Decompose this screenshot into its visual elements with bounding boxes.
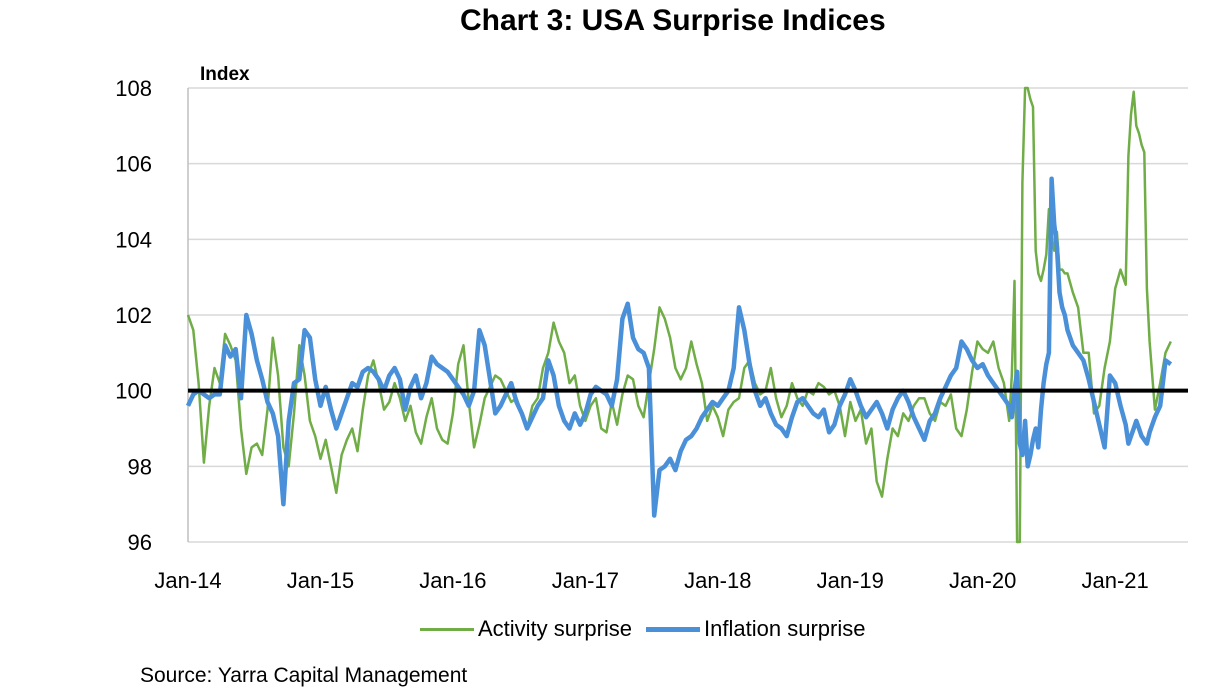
chart-title-wrap: Chart 3: USA Surprise Indices <box>0 0 1226 44</box>
x-tick-label: Jan-15 <box>287 568 354 593</box>
legend-swatch-activity <box>420 627 474 631</box>
y-axis-label: Index <box>200 64 250 85</box>
legend-swatch-inflation <box>646 626 701 632</box>
x-tick-label: Jan-16 <box>419 568 486 593</box>
legend-item-activity: Activity surprise <box>420 616 632 642</box>
source-note: Source: Yarra Capital Management <box>140 664 468 687</box>
y-tick-label: 100 <box>115 379 152 404</box>
chart-plot: 96 98 100 102 104 106 108 Jan-14 Jan-15 Jan-16 Jan… <box>115 64 1188 593</box>
series-inflation-line <box>185 176 1173 518</box>
y-tick-label: 106 <box>115 152 152 177</box>
x-tick-label: Jan-14 <box>154 568 221 593</box>
gridlines <box>188 87 1188 543</box>
x-tick-label: Jan-17 <box>552 568 619 593</box>
series-layer <box>185 86 1188 544</box>
x-tick-label: Jan-20 <box>949 568 1016 593</box>
legend-label-inflation: Inflation surprise <box>704 616 866 641</box>
legend-label-activity: Activity surprise <box>478 616 633 641</box>
y-tick-label: 96 <box>128 530 152 555</box>
chart-title: Chart 3: USA Surprise Indices <box>460 4 886 37</box>
y-tick-label: 102 <box>115 303 152 328</box>
y-tick-label: 98 <box>128 454 152 479</box>
x-tick-label: Jan-18 <box>684 568 751 593</box>
legend: Activity surprise Inflation surprise <box>420 614 879 644</box>
y-tick-label: 104 <box>115 227 152 252</box>
x-tick-label: Jan-21 <box>1082 568 1149 593</box>
x-tick-label: Jan-19 <box>817 568 884 593</box>
legend-item-inflation: Inflation surprise <box>646 616 865 642</box>
y-tick-label: 108 <box>115 76 152 101</box>
